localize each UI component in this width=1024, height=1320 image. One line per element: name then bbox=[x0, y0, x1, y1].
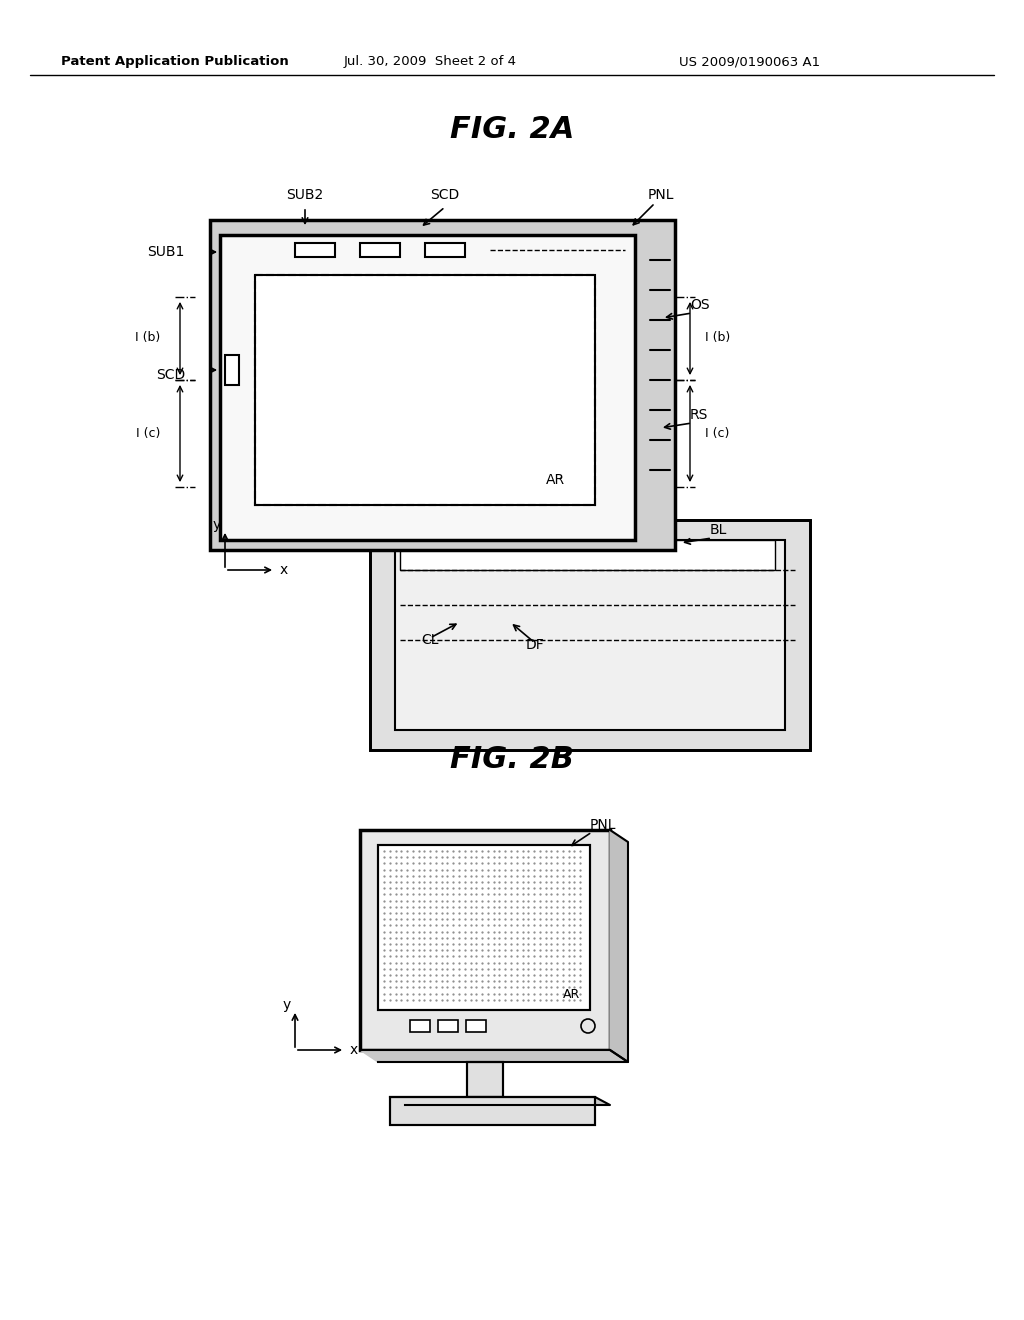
Bar bbox=[210, 220, 675, 550]
Bar bbox=[390, 1097, 595, 1125]
Bar bbox=[378, 845, 590, 1010]
Text: I (b): I (b) bbox=[135, 331, 160, 345]
Text: SUB2: SUB2 bbox=[287, 187, 324, 202]
Bar bbox=[360, 243, 400, 257]
Text: FIG. 2B: FIG. 2B bbox=[450, 746, 574, 775]
Text: FIG. 2A: FIG. 2A bbox=[450, 116, 574, 144]
Text: AR: AR bbox=[546, 473, 564, 487]
Text: I (b): I (b) bbox=[705, 331, 730, 345]
Text: x: x bbox=[280, 564, 288, 577]
Bar bbox=[370, 520, 810, 750]
Bar bbox=[378, 845, 590, 1010]
Bar bbox=[466, 1020, 486, 1032]
Polygon shape bbox=[610, 830, 628, 1063]
Text: Jul. 30, 2009  Sheet 2 of 4: Jul. 30, 2009 Sheet 2 of 4 bbox=[343, 55, 516, 69]
Bar bbox=[220, 235, 635, 540]
Bar bbox=[225, 355, 239, 385]
Text: SCD: SCD bbox=[156, 368, 185, 381]
Polygon shape bbox=[360, 1049, 628, 1063]
Text: SUB1: SUB1 bbox=[147, 246, 185, 259]
Bar bbox=[400, 540, 775, 570]
Text: PNL: PNL bbox=[590, 818, 616, 832]
Bar bbox=[438, 1020, 458, 1032]
Bar bbox=[425, 243, 465, 257]
Bar bbox=[360, 830, 610, 1049]
Bar bbox=[390, 1097, 595, 1125]
Bar bbox=[255, 275, 595, 506]
Bar bbox=[360, 830, 610, 1049]
Text: y: y bbox=[213, 517, 221, 532]
Text: Patent Application Publication: Patent Application Publication bbox=[61, 55, 289, 69]
Text: DF: DF bbox=[525, 638, 545, 652]
Text: OS: OS bbox=[690, 298, 710, 312]
Text: AR: AR bbox=[563, 989, 581, 1002]
Text: RS: RS bbox=[690, 408, 709, 422]
Bar bbox=[467, 1063, 503, 1097]
Bar bbox=[210, 220, 675, 550]
Text: US 2009/0190063 A1: US 2009/0190063 A1 bbox=[680, 55, 820, 69]
Text: SCD: SCD bbox=[430, 187, 460, 202]
Bar bbox=[220, 235, 635, 540]
Bar bbox=[410, 1020, 430, 1032]
Bar bbox=[295, 243, 335, 257]
Bar bbox=[255, 275, 595, 506]
Text: BL: BL bbox=[710, 523, 727, 537]
Text: I (c): I (c) bbox=[135, 426, 160, 440]
Bar bbox=[395, 540, 785, 730]
Text: CL: CL bbox=[421, 634, 438, 647]
Text: x: x bbox=[350, 1043, 358, 1057]
Text: I (c): I (c) bbox=[705, 426, 729, 440]
Bar bbox=[467, 1063, 503, 1097]
Text: y: y bbox=[283, 998, 291, 1012]
Polygon shape bbox=[390, 1097, 610, 1105]
Bar bbox=[370, 520, 810, 750]
Text: PNL: PNL bbox=[648, 187, 675, 202]
